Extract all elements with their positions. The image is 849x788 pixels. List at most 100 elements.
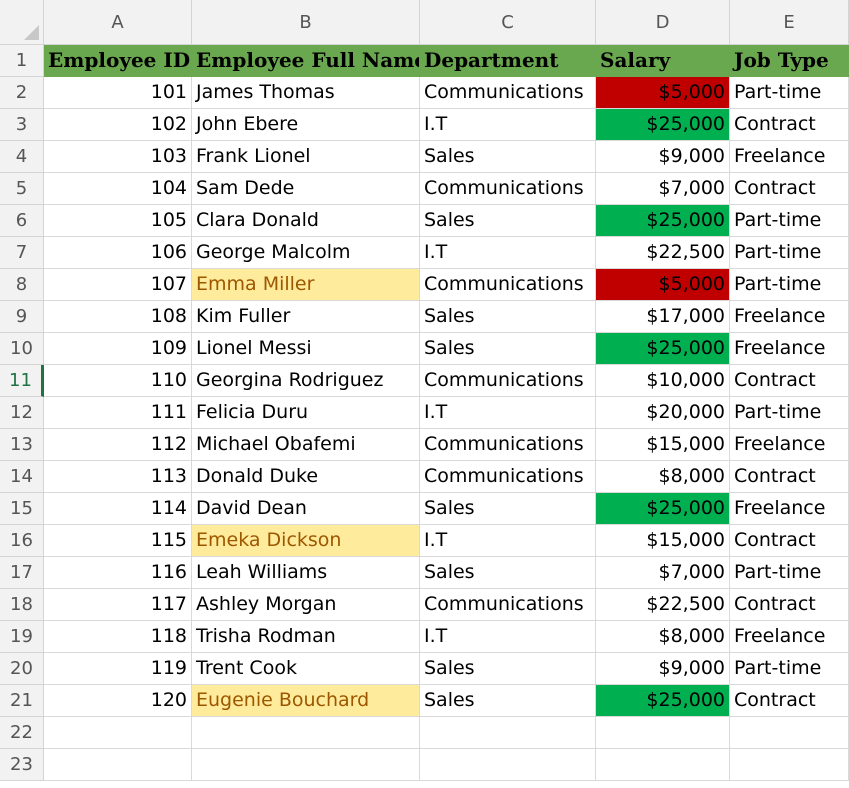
name-cell[interactable]: Emeka Dickson	[192, 525, 420, 557]
row-header-18[interactable]: 18	[0, 589, 44, 621]
name-cell[interactable]: Kim Fuller	[192, 301, 420, 333]
employee-id-cell[interactable]: 119	[44, 653, 192, 685]
row-header-13[interactable]: 13	[0, 429, 44, 461]
job-type-cell[interactable]: Contract	[730, 685, 849, 717]
salary-cell[interactable]: $15,000	[596, 429, 730, 461]
name-cell[interactable]: Michael Obafemi	[192, 429, 420, 461]
department-cell[interactable]: Communications	[420, 173, 596, 205]
salary-cell[interactable]: $8,000	[596, 461, 730, 493]
empty-cell[interactable]	[44, 749, 192, 781]
row-header-1[interactable]: 1	[0, 45, 44, 77]
job-type-cell[interactable]: Part-time	[730, 397, 849, 429]
row-header-6[interactable]: 6	[0, 205, 44, 237]
department-cell[interactable]: I.T	[420, 237, 596, 269]
name-cell[interactable]: Trent Cook	[192, 653, 420, 685]
name-cell[interactable]: Felicia Duru	[192, 397, 420, 429]
empty-cell[interactable]	[730, 749, 849, 781]
name-cell[interactable]: Leah Williams	[192, 557, 420, 589]
salary-cell[interactable]: $25,000	[596, 493, 730, 525]
department-cell[interactable]: I.T	[420, 621, 596, 653]
row-header-8[interactable]: 8	[0, 269, 44, 301]
department-cell[interactable]: I.T	[420, 109, 596, 141]
job-type-cell[interactable]: Part-time	[730, 205, 849, 237]
salary-cell[interactable]: $9,000	[596, 141, 730, 173]
salary-cell[interactable]: $25,000	[596, 685, 730, 717]
department-cell[interactable]: Communications	[420, 77, 596, 109]
name-cell[interactable]: Frank Lionel	[192, 141, 420, 173]
department-cell[interactable]: I.T	[420, 525, 596, 557]
job-type-cell[interactable]: Freelance	[730, 333, 849, 365]
salary-cell[interactable]: $25,000	[596, 333, 730, 365]
name-cell[interactable]: John Ebere	[192, 109, 420, 141]
salary-cell[interactable]: $22,500	[596, 589, 730, 621]
row-header-9[interactable]: 9	[0, 301, 44, 333]
employee-id-cell[interactable]: 101	[44, 77, 192, 109]
name-cell[interactable]: Eugenie Bouchard	[192, 685, 420, 717]
job-type-cell[interactable]: Contract	[730, 173, 849, 205]
department-cell[interactable]: Sales	[420, 301, 596, 333]
header-cell-employee-id[interactable]: Employee ID	[44, 45, 192, 77]
job-type-cell[interactable]: Contract	[730, 365, 849, 397]
salary-cell[interactable]: $25,000	[596, 205, 730, 237]
name-cell[interactable]: David Dean	[192, 493, 420, 525]
job-type-cell[interactable]: Freelance	[730, 429, 849, 461]
row-header-3[interactable]: 3	[0, 109, 44, 141]
row-header-4[interactable]: 4	[0, 141, 44, 173]
job-type-cell[interactable]: Freelance	[730, 301, 849, 333]
select-all-corner[interactable]	[0, 0, 44, 45]
job-type-cell[interactable]: Part-time	[730, 557, 849, 589]
job-type-cell[interactable]: Freelance	[730, 493, 849, 525]
employee-id-cell[interactable]: 114	[44, 493, 192, 525]
department-cell[interactable]: Sales	[420, 653, 596, 685]
employee-id-cell[interactable]: 105	[44, 205, 192, 237]
department-cell[interactable]: Communications	[420, 429, 596, 461]
name-cell[interactable]: Emma Miller	[192, 269, 420, 301]
employee-id-cell[interactable]: 113	[44, 461, 192, 493]
salary-cell[interactable]: $10,000	[596, 365, 730, 397]
department-cell[interactable]: Communications	[420, 365, 596, 397]
employee-id-cell[interactable]: 110	[44, 365, 192, 397]
empty-cell[interactable]	[192, 749, 420, 781]
row-header-23[interactable]: 23	[0, 749, 44, 781]
job-type-cell[interactable]: Freelance	[730, 141, 849, 173]
empty-cell[interactable]	[730, 717, 849, 749]
row-header-7[interactable]: 7	[0, 237, 44, 269]
row-header-14[interactable]: 14	[0, 461, 44, 493]
employee-id-cell[interactable]: 117	[44, 589, 192, 621]
salary-cell[interactable]: $8,000	[596, 621, 730, 653]
department-cell[interactable]: Communications	[420, 461, 596, 493]
department-cell[interactable]: I.T	[420, 397, 596, 429]
name-cell[interactable]: Georgina Rodriguez	[192, 365, 420, 397]
row-header-5[interactable]: 5	[0, 173, 44, 205]
employee-id-cell[interactable]: 118	[44, 621, 192, 653]
row-header-21[interactable]: 21	[0, 685, 44, 717]
salary-cell[interactable]: $5,000	[596, 269, 730, 301]
row-header-22[interactable]: 22	[0, 717, 44, 749]
row-header-16[interactable]: 16	[0, 525, 44, 557]
name-cell[interactable]: Clara Donald	[192, 205, 420, 237]
salary-cell[interactable]: $17,000	[596, 301, 730, 333]
row-header-20[interactable]: 20	[0, 653, 44, 685]
job-type-cell[interactable]: Freelance	[730, 621, 849, 653]
department-cell[interactable]: Communications	[420, 589, 596, 621]
empty-cell[interactable]	[596, 749, 730, 781]
column-header-b[interactable]: B	[192, 0, 420, 45]
job-type-cell[interactable]: Contract	[730, 461, 849, 493]
employee-id-cell[interactable]: 108	[44, 301, 192, 333]
row-header-11[interactable]: 11	[0, 365, 44, 397]
department-cell[interactable]: Sales	[420, 333, 596, 365]
employee-id-cell[interactable]: 112	[44, 429, 192, 461]
salary-cell[interactable]: $7,000	[596, 557, 730, 589]
employee-id-cell[interactable]: 120	[44, 685, 192, 717]
header-cell-full-name[interactable]: Employee Full Name	[192, 45, 420, 77]
row-header-19[interactable]: 19	[0, 621, 44, 653]
job-type-cell[interactable]: Part-time	[730, 77, 849, 109]
department-cell[interactable]: Sales	[420, 493, 596, 525]
job-type-cell[interactable]: Contract	[730, 525, 849, 557]
department-cell[interactable]: Sales	[420, 557, 596, 589]
name-cell[interactable]: James Thomas	[192, 77, 420, 109]
employee-id-cell[interactable]: 102	[44, 109, 192, 141]
name-cell[interactable]: Donald Duke	[192, 461, 420, 493]
employee-id-cell[interactable]: 104	[44, 173, 192, 205]
column-header-c[interactable]: C	[420, 0, 596, 45]
